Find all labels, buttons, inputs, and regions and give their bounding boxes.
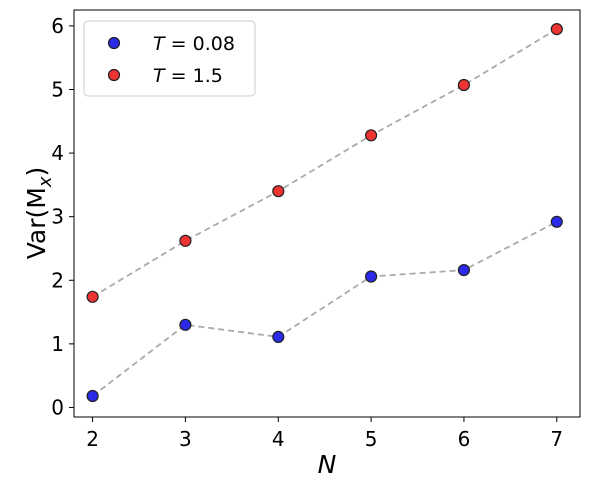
data-point-series-1-n-4	[272, 185, 285, 198]
y-axis-ticks: 0 1 2 3 4 5 6	[51, 14, 74, 419]
connector-lines	[92, 28, 558, 397]
legend-frame	[83, 20, 256, 97]
data-point-series-1-n-5	[365, 129, 378, 142]
x-tick-label-5: 5	[365, 427, 378, 451]
y-tick-label-1: 1	[51, 332, 64, 356]
y-axis-label-subscript: x	[35, 176, 56, 188]
data-point-series-1-n-3	[179, 234, 192, 247]
data-points	[86, 23, 563, 403]
x-tick-label-6: 6	[458, 427, 471, 451]
data-point-series-1-n-2	[86, 290, 99, 303]
x-tick-label-3: 3	[179, 427, 192, 451]
x-tick-label-4: 4	[272, 427, 285, 451]
y-tick-label-2: 2	[51, 268, 64, 292]
data-point-series-0-n-7	[550, 215, 563, 228]
x-tick-label-2: 2	[86, 427, 99, 451]
y-axis-label-close: )	[22, 167, 51, 177]
legend: T = 0.08 T = 1.5	[83, 20, 256, 97]
legend-label-t-1-5: T = 1.5	[153, 65, 223, 87]
legend-label-t-0-08: T = 0.08	[153, 33, 235, 55]
connector-line-series-0	[92, 221, 558, 397]
legend-marker-t-0-08	[107, 36, 121, 50]
data-point-series-0-n-6	[457, 264, 470, 277]
data-point-series-0-n-4	[272, 330, 285, 343]
y-tick-label-4: 4	[51, 141, 64, 165]
data-point-series-0-n-5	[365, 270, 378, 283]
x-axis-label: N	[318, 450, 337, 479]
connector-line-series-1	[92, 28, 558, 298]
data-point-series-1-n-7	[550, 23, 563, 36]
data-point-series-0-n-3	[179, 318, 192, 331]
x-tick-label-7: 7	[550, 427, 563, 451]
y-axis-label: Var(Mx)	[22, 167, 56, 260]
legend-marker-t-1-5	[107, 68, 121, 82]
x-axis-ticks: 2 3 4 5 6 7	[86, 417, 563, 451]
y-axis-label-main: Var(M	[22, 187, 51, 259]
data-point-series-1-n-6	[457, 78, 470, 92]
data-point-series-0-n-2	[86, 389, 99, 403]
y-tick-label-5: 5	[51, 77, 64, 101]
y-tick-label-0: 0	[51, 395, 64, 419]
y-tick-label-6: 6	[51, 14, 64, 38]
y-tick-label-3: 3	[51, 205, 64, 229]
